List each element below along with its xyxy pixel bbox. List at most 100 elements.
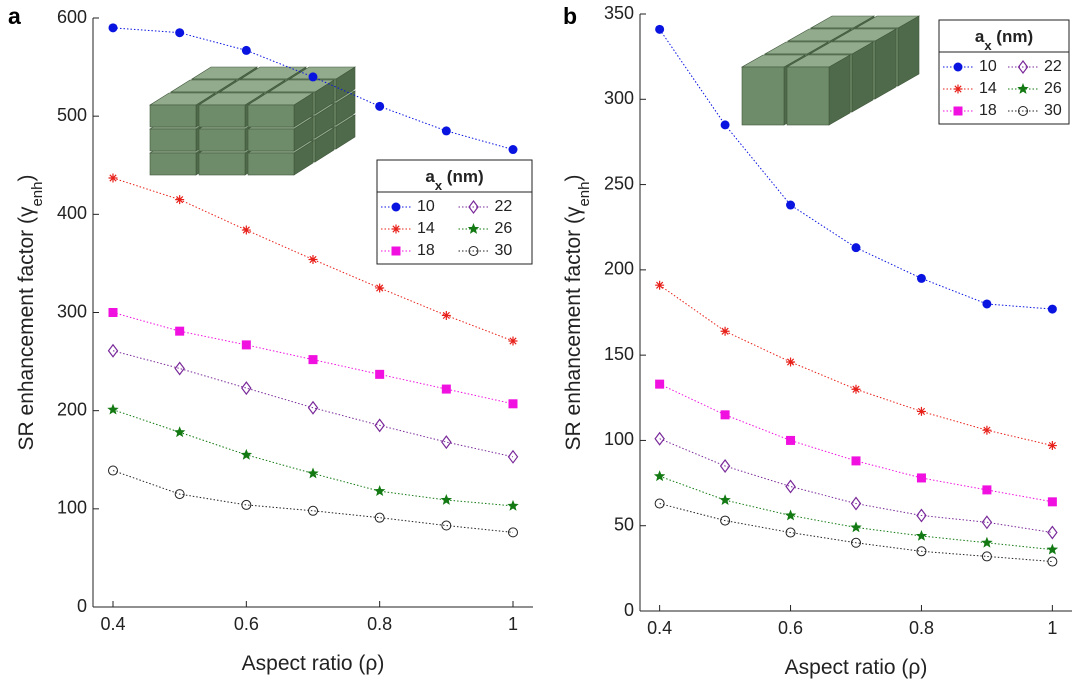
y-tick-label: 400 bbox=[57, 203, 87, 223]
marker bbox=[851, 384, 861, 394]
legend-label: 18 bbox=[979, 102, 997, 119]
series-line bbox=[659, 284, 1053, 447]
y-axis-label-part: ) bbox=[562, 175, 585, 182]
x-tick-label: 0.4 bbox=[647, 618, 672, 638]
y-tick-label: 500 bbox=[57, 105, 87, 125]
marker bbox=[174, 361, 185, 376]
legend-title-part: a bbox=[425, 167, 435, 186]
marker bbox=[655, 379, 665, 389]
marker bbox=[851, 537, 861, 548]
block-front bbox=[149, 104, 197, 128]
marker bbox=[468, 246, 479, 256]
legend-title-part: (nm) bbox=[992, 27, 1034, 46]
legend-label: 26 bbox=[495, 220, 513, 237]
legend-label: 22 bbox=[1044, 58, 1062, 75]
y-tick-label: 0 bbox=[624, 600, 634, 620]
marker bbox=[981, 551, 992, 562]
legend-label: 14 bbox=[417, 220, 435, 237]
marker bbox=[375, 283, 385, 293]
marker bbox=[1047, 441, 1057, 451]
y-tick-label: 150 bbox=[604, 344, 634, 364]
marker bbox=[953, 84, 963, 94]
marker bbox=[468, 200, 479, 214]
block-front bbox=[247, 104, 295, 128]
y-axis-label-part: γ bbox=[15, 206, 38, 217]
block-front bbox=[198, 104, 246, 128]
marker bbox=[175, 195, 185, 205]
marker bbox=[441, 520, 452, 531]
x-tick-label: 0.6 bbox=[234, 614, 259, 634]
marker bbox=[785, 527, 796, 538]
y-tick-label: 300 bbox=[57, 301, 87, 321]
block-front bbox=[198, 152, 246, 176]
marker bbox=[307, 467, 319, 479]
illustration bbox=[740, 15, 921, 126]
marker bbox=[241, 381, 252, 396]
legend: ax (nm) 10 14 18 22 26 30 bbox=[376, 159, 533, 265]
marker bbox=[720, 410, 730, 420]
marker bbox=[953, 106, 963, 116]
marker bbox=[108, 465, 118, 476]
legend-title: ax (nm) bbox=[425, 167, 483, 193]
x-axis-label: Aspect ratio (ρ) bbox=[242, 652, 385, 675]
marker bbox=[654, 431, 665, 446]
legend-box bbox=[376, 159, 533, 265]
marker bbox=[375, 369, 385, 379]
marker bbox=[655, 24, 665, 34]
marker bbox=[241, 340, 251, 350]
marker bbox=[1017, 60, 1029, 74]
x-tick-label: 0.8 bbox=[909, 618, 934, 638]
y-tick-label: 200 bbox=[604, 259, 634, 279]
marker bbox=[308, 72, 318, 82]
marker bbox=[441, 126, 451, 136]
marker bbox=[953, 62, 963, 72]
marker bbox=[391, 224, 401, 234]
marker bbox=[1047, 525, 1058, 540]
x-tick-label: 0.4 bbox=[100, 614, 125, 634]
series-line bbox=[659, 383, 1053, 503]
marker bbox=[850, 496, 862, 511]
marker bbox=[241, 225, 251, 235]
marker bbox=[851, 456, 861, 466]
marker bbox=[241, 499, 252, 510]
block-front bbox=[247, 152, 295, 176]
marker bbox=[308, 355, 318, 365]
marker bbox=[441, 435, 452, 450]
marker bbox=[373, 485, 386, 497]
marker bbox=[108, 173, 118, 183]
marker bbox=[850, 521, 862, 533]
marker bbox=[440, 493, 453, 505]
marker bbox=[307, 400, 319, 415]
marker bbox=[1047, 556, 1058, 567]
marker bbox=[982, 425, 992, 435]
marker bbox=[719, 459, 731, 474]
marker bbox=[175, 326, 185, 336]
x-tick-label: 0.6 bbox=[778, 618, 803, 638]
marker bbox=[916, 406, 926, 416]
marker bbox=[308, 254, 318, 264]
y-tick-label: 600 bbox=[57, 7, 87, 27]
x-tick-label: 1 bbox=[1047, 618, 1057, 638]
marker bbox=[508, 336, 518, 346]
series-line bbox=[659, 503, 1053, 563]
x-tick-label: 1 bbox=[508, 614, 518, 634]
y-axis-label-part: ) bbox=[15, 175, 38, 182]
marker bbox=[507, 499, 519, 511]
marker bbox=[1018, 106, 1028, 116]
marker bbox=[241, 45, 251, 55]
y-tick-label: 250 bbox=[604, 173, 634, 193]
marker bbox=[175, 28, 185, 38]
series-line bbox=[659, 438, 1053, 534]
legend-title-part: x bbox=[984, 38, 992, 53]
y-tick-label: 350 bbox=[604, 3, 634, 23]
marker bbox=[441, 384, 451, 394]
legend-title-part: (nm) bbox=[442, 167, 484, 186]
legend-label: 18 bbox=[417, 242, 435, 259]
y-axis-label: SR enhancement factor (γenh) bbox=[15, 175, 46, 451]
marker bbox=[786, 435, 796, 445]
legend-label: 30 bbox=[1044, 102, 1062, 119]
legend-title: ax (nm) bbox=[975, 27, 1033, 53]
marker bbox=[982, 485, 992, 495]
marker bbox=[391, 202, 401, 212]
legend-label: 30 bbox=[495, 242, 513, 259]
